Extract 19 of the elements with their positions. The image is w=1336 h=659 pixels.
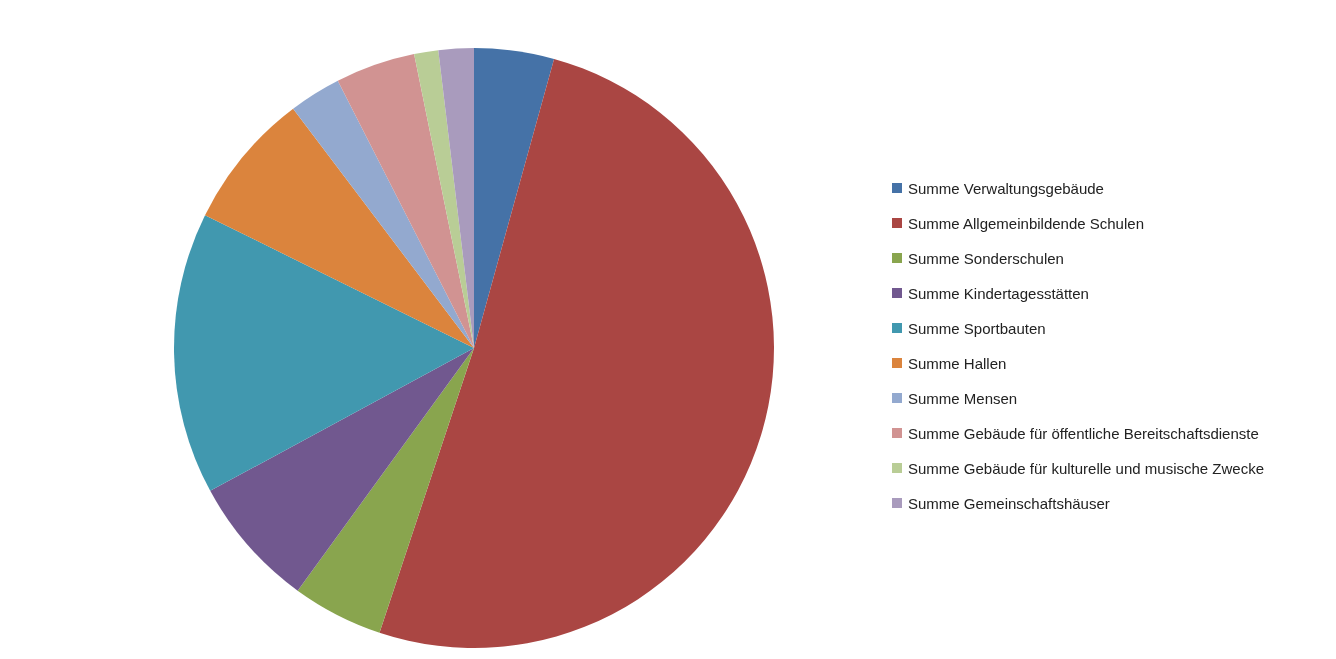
pie-slice [474, 48, 555, 348]
legend-label: Summe Allgemeinbildende Schulen [908, 215, 1144, 233]
legend-label: Summe Gebäude für öffentliche Bereitschaftsdienste [908, 425, 1259, 443]
legend-label: Summe Verwaltungsgebäude [908, 180, 1104, 198]
legend-label: Summe Mensen [908, 390, 1018, 408]
pie-slice [210, 348, 474, 591]
legend-label: Summe Kindertagesstätten [908, 285, 1089, 303]
pie-slice [297, 348, 474, 633]
pie-slice [293, 80, 474, 348]
legend-label: Summe Hallen [908, 355, 1007, 373]
legend-label: Summe Gemeinschaftshäuser [908, 495, 1110, 513]
pie-slice [414, 50, 474, 348]
legend-label: Summe Sonderschulen [908, 250, 1064, 268]
legend-label: Summe Sportbauten [908, 320, 1046, 338]
pie-slice [337, 54, 474, 348]
legend-label: Summe Gebäude für kulturelle und musische Zwecke [908, 460, 1265, 478]
pie-slice [174, 215, 474, 491]
pie-slice [379, 58, 774, 648]
pie-slice [205, 108, 474, 348]
